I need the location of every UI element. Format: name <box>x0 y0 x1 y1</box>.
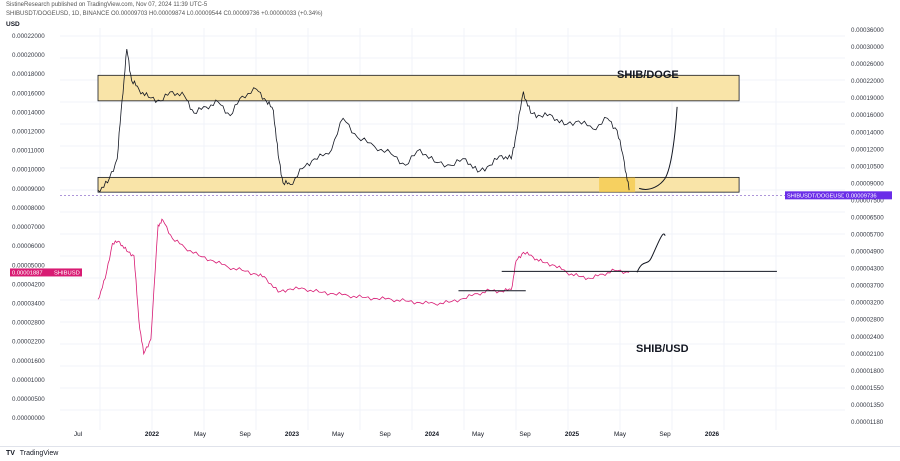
publisher-line: SistineResearch published on TradingView… <box>6 2 208 8</box>
right-symbol-badge-name: SHIBUSDT/DOGEUSD <box>787 194 845 200</box>
right-symbol-badge <box>785 191 844 200</box>
left-axis-tick-label: 0.00001000 <box>12 377 45 384</box>
x-axis-tick-label: Sep <box>239 431 251 438</box>
left-axis-tick-label: 0.00009000 <box>12 186 45 193</box>
right-axis-tick-label: 0.00030000 <box>851 44 884 51</box>
chart-header: SistineResearch published on TradingView… <box>0 0 900 10</box>
left-symbol-badge-name: SHIBUSD <box>54 271 80 277</box>
series-lines <box>97 49 630 356</box>
right-axis-tick-label: 0.00016000 <box>851 112 884 119</box>
right-axis-tick-label: 0.00001350 <box>851 402 884 409</box>
left-axis-tick-label: 0.00010000 <box>12 167 45 174</box>
left-axis-tick-label: 0.00016000 <box>12 90 45 97</box>
currency-label[interactable]: USD <box>6 21 20 28</box>
left-axis-tick-label: 0.00002800 <box>12 320 45 327</box>
annotation-boxes <box>60 74 845 196</box>
right-axis-tick-label: 0.00003200 <box>851 300 884 307</box>
x-axis-tick-label: Sep <box>659 431 671 438</box>
right-axis-tick-label: 0.00006500 <box>851 214 884 221</box>
annotation-drawings <box>458 106 777 292</box>
right-axis-tick-label: 0.00002800 <box>851 317 884 324</box>
x-axis-tick-label: 2022 <box>145 431 160 438</box>
support-box <box>97 176 740 193</box>
right-axis-tick-label: 0.00007500 <box>851 197 884 204</box>
left-axis-tick-label: 0.00007000 <box>12 224 45 231</box>
footer: TV TradingView <box>0 446 900 460</box>
right-axis-tick-label: 0.00009000 <box>851 180 884 187</box>
shib-usd-series-line <box>97 218 630 356</box>
shib-doge-projection-curve <box>638 106 678 190</box>
right-axis-tick-label: 0.00001550 <box>851 385 884 392</box>
x-axis-tick-label: Sep <box>379 431 391 438</box>
x-axis-tick-label: May <box>194 431 207 438</box>
right-axis-tick-label: 0.00004300 <box>851 266 884 273</box>
left-axis-tick-label: 0.00000000 <box>12 415 45 422</box>
left-axis-tick-label: 0.00011000 <box>12 148 45 155</box>
right-price-badge-value: 0.00009736 <box>846 194 877 200</box>
left-price-axis: 0.00022000 0.00020000 0.00018000 0.00016000… <box>10 33 82 422</box>
left-axis-tick-label: 0.00006000 <box>12 243 45 250</box>
right-axis-tick-label: 0.00004900 <box>851 249 884 256</box>
shib-usd-projection-curve <box>636 233 666 273</box>
shib-usd-label: SHIB/USD <box>636 343 689 355</box>
left-axis-tick-label: 0.00008000 <box>12 205 45 212</box>
annotation-labels: SHIB/DOGE SHIB/USD <box>617 69 689 355</box>
x-axis-tick-label: 2026 <box>705 431 720 438</box>
right-axis-tick-label: 0.00010500 <box>851 163 884 170</box>
left-axis-tick-label: 0.00003400 <box>12 300 45 307</box>
left-axis-tick-label: 0.00018000 <box>12 71 45 78</box>
right-axis-tick-label: 0.00014000 <box>851 129 884 136</box>
right-price-badge <box>844 191 892 200</box>
left-axis-tick-label: 0.00022000 <box>12 33 45 40</box>
left-axis-tick-label: 0.00014000 <box>12 109 45 116</box>
left-axis-tick-label: 0.00020000 <box>12 52 45 59</box>
x-axis-tick-label: 2023 <box>285 431 300 438</box>
left-price-badge <box>10 268 52 277</box>
right-axis-tick-label: 0.00005700 <box>851 232 884 239</box>
tradingview-brand: TradingView <box>19 450 59 457</box>
shib-doge-series-line <box>97 49 630 193</box>
right-axis-tick-label: 0.00022000 <box>851 78 884 85</box>
right-axis-tick-label: 0.00003700 <box>851 283 884 290</box>
right-axis-tick-label: 0.00002400 <box>851 334 884 341</box>
x-axis-tick-label: 2025 <box>565 431 580 438</box>
left-axis-tick-label: 0.00001600 <box>12 358 45 365</box>
tradingview-logo-icon: TV <box>6 450 15 457</box>
left-axis-tick-label: 0.00000500 <box>12 396 45 403</box>
right-axis-tick-label: 0.00001180 <box>851 419 884 426</box>
x-axis-tick-label: May <box>332 431 345 438</box>
x-axis-tick-label: May <box>472 431 485 438</box>
x-axis-tick-label: Jul <box>74 431 82 438</box>
current-zone-highlight <box>599 177 636 193</box>
chart-canvas[interactable]: 0.00022000 0.00020000 0.00018000 0.00016000… <box>0 0 900 446</box>
left-axis-tick-label: 0.00002200 <box>12 339 45 346</box>
left-axis-tick-label: 0.00005000 <box>12 262 45 269</box>
right-axis-tick-label: 0.00036000 <box>851 27 884 34</box>
x-axis-tick-label: May <box>614 431 627 438</box>
right-axis-tick-label: 0.00019000 <box>851 95 884 102</box>
right-price-axis: 0.00036000 0.00030000 0.00026000 0.00022000… <box>785 27 892 426</box>
left-price-badge-value: 0.00001887 <box>12 271 43 277</box>
left-axis-tick-label: 0.00012000 <box>12 129 45 136</box>
shib-doge-label: SHIB/DOGE <box>617 69 679 81</box>
left-axis-tick-label: 0.00004200 <box>12 281 45 288</box>
symbol-line: SHIBUSDT/DOGEUSD, 1D, BINANCE O0.0000970… <box>6 11 323 17</box>
right-axis-tick-label: 0.00001800 <box>851 368 884 375</box>
time-axis: Jul 2022 May Sep 2023 May Sep 2024 May Sep 2025 May… <box>74 431 720 438</box>
left-symbol-badge <box>52 268 82 277</box>
resistance-box <box>97 74 740 102</box>
right-axis-tick-label: 0.00012000 <box>851 146 884 153</box>
right-axis-tick-label: 0.00026000 <box>851 61 884 68</box>
right-axis-tick-label: 0.00002100 <box>851 351 884 358</box>
x-axis-tick-label: Sep <box>519 431 531 438</box>
x-axis-tick-label: 2024 <box>425 431 440 438</box>
